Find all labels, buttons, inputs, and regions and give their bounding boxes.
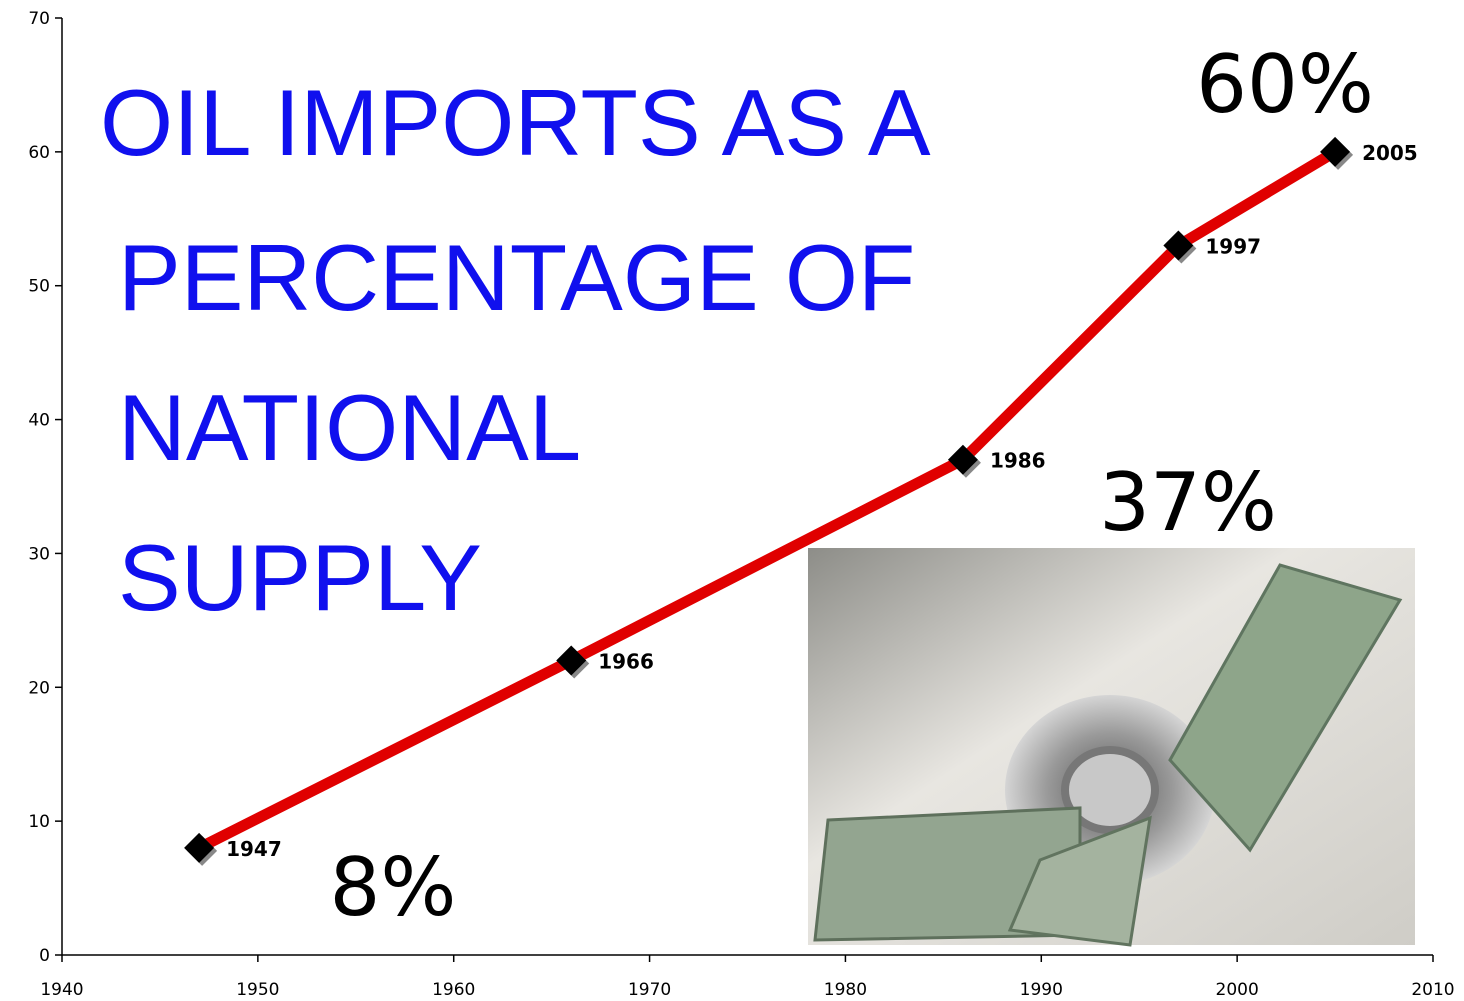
x-tick-label: 1990	[1020, 980, 1063, 1000]
point-label: 1966	[598, 650, 654, 674]
y-tick-label: 20	[28, 678, 50, 698]
y-tick-label: 40	[28, 411, 50, 431]
marker	[1320, 136, 1351, 167]
y-tick-label: 50	[28, 277, 50, 297]
x-tick-label: 2000	[1216, 980, 1259, 1000]
annotation: 8%	[330, 841, 457, 934]
y-tick-label: 10	[28, 812, 50, 832]
point-label: 1947	[226, 837, 282, 861]
chart-title: PERCENTAGE OF	[118, 225, 915, 330]
point-label: 1997	[1205, 235, 1261, 259]
x-tick-label: 1950	[236, 980, 279, 1000]
marker	[556, 645, 587, 676]
x-tick-label: 1960	[432, 980, 475, 1000]
chart-title: SUPPLY	[118, 525, 482, 630]
x-tick-label: 1940	[40, 980, 83, 1000]
chart-title: NATIONAL	[118, 375, 581, 480]
marker	[184, 832, 215, 863]
y-tick-label: 60	[28, 143, 50, 163]
marker	[947, 444, 978, 475]
marker	[1163, 230, 1194, 261]
y-tick-label: 70	[28, 9, 50, 29]
point-label: 1986	[990, 449, 1046, 473]
annotation: 37%	[1099, 456, 1277, 549]
x-tick-label: 2010	[1411, 980, 1454, 1000]
chart-title: OIL IMPORTS AS A	[100, 70, 931, 175]
annotation: 60%	[1196, 38, 1374, 131]
y-tick-label: 30	[28, 544, 50, 564]
y-tick-label: 0	[39, 946, 50, 966]
x-tick-label: 1970	[628, 980, 671, 1000]
point-label: 2005	[1362, 141, 1418, 165]
photo	[808, 548, 1415, 947]
x-tick-label: 1980	[824, 980, 867, 1000]
